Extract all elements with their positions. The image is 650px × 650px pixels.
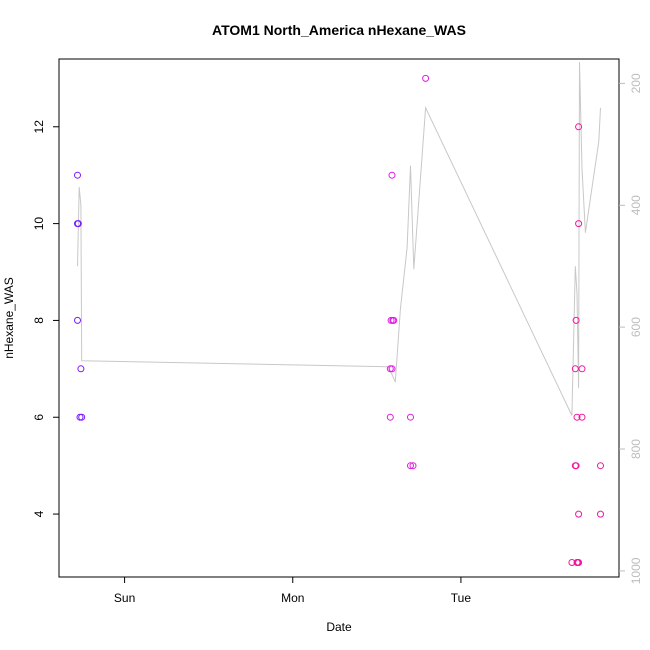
- data-point: [74, 171, 81, 179]
- y-tick-label: 12: [32, 120, 46, 134]
- data-point: [386, 413, 394, 421]
- data-point: [77, 365, 85, 373]
- right-axis: 200 400 600 800 1000: [619, 73, 643, 584]
- data-point: [388, 365, 396, 373]
- data-point: [578, 413, 586, 421]
- y-tick-label: 6: [32, 414, 46, 421]
- right-tick-label: 600: [629, 317, 643, 337]
- data-point: [74, 220, 82, 228]
- data-point: [578, 365, 586, 373]
- data-point: [572, 462, 580, 470]
- data-point: [407, 413, 414, 421]
- data-point: [573, 413, 581, 421]
- data-point: [390, 316, 398, 324]
- y-tick-label: 4: [32, 510, 46, 517]
- data-point: [78, 413, 86, 421]
- data-point: [575, 510, 583, 518]
- chart-title: ATOM1 North_America nHexane_WAS: [212, 22, 466, 38]
- right-tick-label: 800: [629, 439, 643, 459]
- data-point: [409, 462, 417, 470]
- x-tick-label: Sun: [114, 591, 135, 605]
- x-tick-label: Tue: [451, 591, 472, 605]
- data-point: [74, 316, 81, 324]
- y-axis: 4 6 8 10 12: [32, 120, 59, 517]
- data-point: [407, 462, 414, 470]
- y-axis-label: nHexane_WAS: [2, 277, 16, 359]
- right-tick-label: 400: [629, 195, 643, 215]
- data-point: [572, 316, 580, 324]
- data-point: [575, 559, 583, 566]
- trend-line-layer: [77, 61, 601, 416]
- plot-frame: [58, 58, 620, 578]
- data-point: [575, 123, 583, 131]
- x-tick-label: Mon: [281, 591, 304, 605]
- data-point: [422, 74, 430, 82]
- x-axis-label: Date: [326, 620, 352, 634]
- points-layer: [74, 74, 604, 566]
- data-point: [597, 462, 604, 470]
- trend-line: [77, 61, 601, 416]
- x-axis: Sun Mon Tue: [114, 577, 471, 605]
- y-tick-label: 10: [32, 217, 46, 231]
- data-point: [388, 171, 396, 179]
- data-point: [575, 220, 583, 228]
- y-tick-label: 8: [32, 317, 46, 324]
- data-point: [597, 510, 604, 518]
- right-tick-label: 1000: [629, 557, 643, 584]
- data-point: [571, 365, 579, 373]
- right-tick-label: 200: [629, 73, 643, 93]
